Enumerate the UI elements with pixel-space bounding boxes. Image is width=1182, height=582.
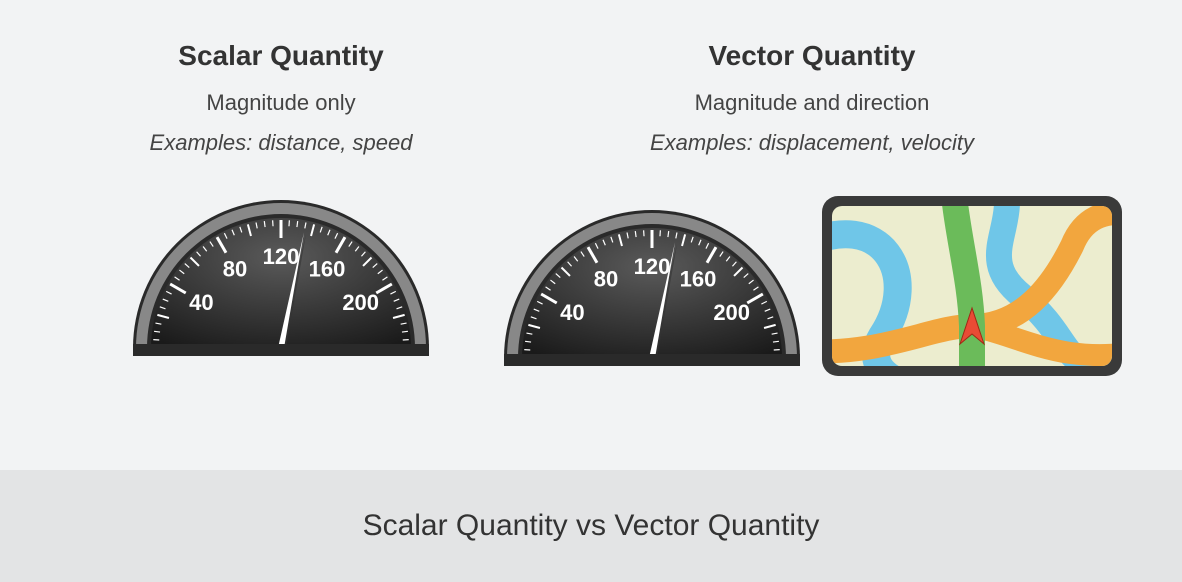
svg-text:200: 200 bbox=[713, 300, 750, 325]
svg-text:160: 160 bbox=[309, 256, 346, 281]
svg-text:120: 120 bbox=[263, 244, 300, 269]
footer-title: Scalar Quantity vs Vector Quantity bbox=[363, 509, 820, 543]
svg-text:40: 40 bbox=[560, 300, 584, 325]
scalar-title: Scalar Quantity bbox=[178, 40, 383, 72]
svg-text:80: 80 bbox=[594, 266, 618, 291]
gps-map-icon bbox=[822, 196, 1122, 381]
svg-text:40: 40 bbox=[189, 290, 213, 315]
svg-text:200: 200 bbox=[342, 290, 379, 315]
vector-subtitle: Magnitude and direction bbox=[695, 90, 930, 116]
scalar-subtitle: Magnitude only bbox=[206, 90, 355, 116]
vector-examples: Examples: displacement, velocity bbox=[650, 130, 974, 156]
svg-text:160: 160 bbox=[680, 266, 717, 291]
svg-text:80: 80 bbox=[223, 256, 247, 281]
vector-graphics: 40 80 120 160 200 bbox=[502, 196, 1122, 381]
speedometer-icon: 40 80 120 160 200 bbox=[131, 196, 431, 361]
main-content: Scalar Quantity Magnitude only Examples:… bbox=[0, 0, 1182, 470]
scalar-column: Scalar Quantity Magnitude only Examples:… bbox=[60, 40, 502, 470]
vector-column: Vector Quantity Magnitude and direction … bbox=[502, 40, 1122, 470]
speedometer-icon: 40 80 120 160 200 bbox=[502, 206, 802, 371]
footer-bar: Scalar Quantity vs Vector Quantity bbox=[0, 470, 1182, 582]
scalar-graphics: 40 80 120 160 200 bbox=[131, 196, 431, 361]
vector-title: Vector Quantity bbox=[709, 40, 916, 72]
svg-text:120: 120 bbox=[634, 254, 671, 279]
scalar-examples: Examples: distance, speed bbox=[150, 130, 413, 156]
